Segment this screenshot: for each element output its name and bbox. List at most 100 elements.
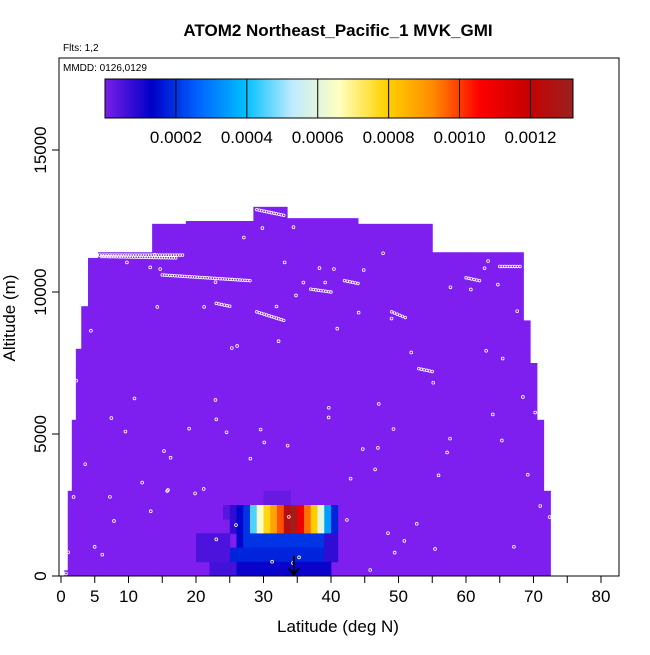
sample-point: [74, 378, 79, 383]
heatmap-cell: [196, 533, 231, 563]
heatmap-cell: [324, 505, 332, 534]
flight-track-point: [403, 315, 407, 320]
sample-point: [356, 310, 361, 315]
sample-point: [230, 346, 234, 350]
colorbar-tick-label: 0.0008: [363, 128, 415, 147]
sample-point: [248, 456, 253, 461]
sample-point: [445, 450, 449, 455]
sample-point: [436, 473, 441, 478]
heatmap-cell: [277, 505, 285, 534]
sample-point: [500, 438, 504, 443]
sample-point: [381, 251, 385, 256]
sample-point: [414, 521, 419, 526]
flight-track-point: [400, 314, 405, 319]
sample-point: [345, 518, 349, 522]
marker-arrow-head: [288, 567, 300, 577]
sample-point: [491, 412, 495, 417]
y-tick-label: 5000: [31, 415, 50, 453]
sample-point: [431, 380, 436, 385]
sample-point: [391, 427, 396, 431]
sample-point: [166, 488, 170, 492]
colorbar: 0.0002 0.0004 0.0006 0.0008 0.0010 0.0012: [104, 78, 574, 147]
sample-point: [132, 396, 137, 401]
sample-point: [162, 449, 166, 453]
sample-point: [533, 410, 537, 415]
curtain-column: [530, 363, 538, 576]
curtain-column: [543, 490, 551, 576]
sample-point: [486, 259, 490, 263]
sample-point: [469, 287, 473, 292]
flight-track-point: [398, 313, 402, 317]
sample-point: [482, 266, 487, 271]
sample-point: [276, 339, 281, 343]
x-tick-label: 80: [592, 587, 611, 606]
sample-point: [335, 326, 340, 331]
curtain-column: [358, 223, 433, 576]
heatmap-cell: [331, 505, 339, 534]
sample-point: [234, 523, 238, 527]
sample-point: [214, 417, 219, 422]
y-axis: 0 5000 10000 15000: [31, 126, 59, 581]
sample-point: [213, 398, 218, 402]
flight-track-point: [228, 304, 232, 308]
sample-point: [64, 571, 68, 576]
curtain-column: [75, 348, 82, 576]
sample-point: [262, 440, 267, 445]
curtain-patch: [506, 434, 541, 452]
sample-point: [66, 550, 71, 555]
flights-note: Flts: 1,2: [63, 43, 99, 54]
heatmap-cell: [297, 505, 305, 534]
heatmap-cell: [209, 561, 237, 577]
plot-frame: [58, 57, 620, 577]
curtain-column: [432, 252, 467, 577]
curtain-column: [506, 252, 524, 577]
x-axis-label: Latitude (deg N): [277, 617, 399, 636]
x-tick-label: 30: [254, 587, 273, 606]
sample-point: [392, 550, 397, 555]
sample-point: [376, 402, 381, 406]
flight-track-point: [282, 213, 286, 218]
sample-point: [158, 267, 162, 271]
heatmap-cell: [236, 561, 332, 577]
x-axis: 0 5 10 20 30 40 50 60 70 80: [56, 576, 610, 606]
flight-track-point: [395, 312, 399, 316]
sample-point: [496, 282, 500, 287]
sample-point: [235, 344, 239, 348]
x-tick-label: 50: [389, 587, 408, 606]
sample-point: [168, 455, 173, 460]
sample-point: [500, 356, 505, 361]
sample-point: [348, 476, 353, 481]
sample-point: [214, 537, 219, 542]
sample-point: [140, 480, 144, 485]
sample-point: [317, 266, 322, 270]
curtain-column: [81, 306, 89, 576]
curtain-patch: [499, 451, 541, 469]
flight-track-point: [133, 227, 137, 232]
flight-track-point: [180, 253, 185, 257]
sample-point: [512, 544, 516, 549]
flight-track-point: [477, 278, 482, 283]
sample-point: [360, 447, 365, 451]
heatmap-cell: [243, 505, 251, 534]
sample-point: [402, 539, 407, 543]
heatmap-cell: [243, 533, 325, 548]
flight-track-point: [329, 290, 333, 294]
flight-track-point: [282, 318, 286, 323]
colorbar-tick-label: 0.0002: [150, 128, 202, 147]
sample-point: [326, 405, 331, 410]
heatmap-cell: [304, 505, 312, 534]
sample-point: [260, 226, 265, 230]
heatmap-cell: [283, 505, 291, 534]
x-tick-label: 20: [187, 587, 206, 606]
heatmap-cell: [290, 505, 298, 534]
heatmap-cell: [317, 505, 325, 534]
date-note: MMDD: 0126,0129: [63, 63, 147, 74]
colorbar-bar: [104, 78, 574, 119]
sample-point: [433, 547, 437, 551]
y-tick-label: 0: [31, 571, 50, 580]
sample-point: [125, 260, 129, 265]
x-tick-label: 10: [119, 587, 138, 606]
x-tick-label: 40: [322, 587, 341, 606]
sample-point: [202, 305, 206, 309]
